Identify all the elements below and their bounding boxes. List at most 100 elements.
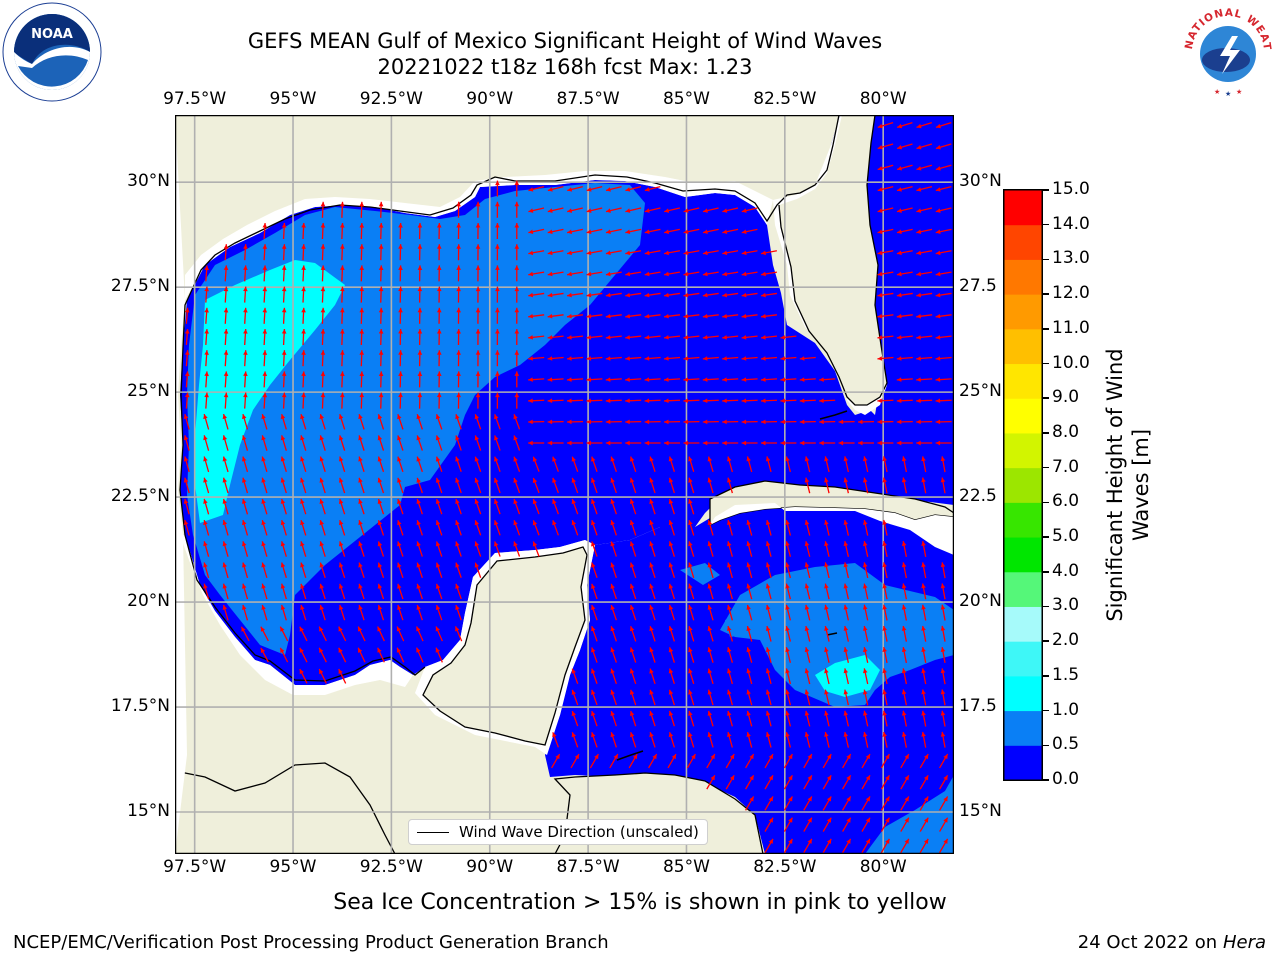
colorbar-tick-label: 15.0	[1052, 179, 1090, 199]
wave-arrow	[727, 604, 733, 621]
longitude-label-bottom: 82.5°W	[753, 857, 817, 877]
wave-arrow	[663, 398, 681, 404]
wave-arrow	[359, 201, 365, 218]
wave-arrow	[415, 647, 424, 663]
wave-arrow	[707, 562, 714, 579]
wave-arrow	[625, 440, 642, 446]
wave-arrow	[528, 419, 545, 425]
wave-arrow	[528, 356, 545, 361]
wave-arrow	[475, 328, 481, 346]
wave-arrow	[357, 626, 366, 642]
wave-arrow	[528, 313, 545, 319]
wave-arrow	[861, 838, 871, 854]
wave-arrow	[780, 335, 797, 340]
wave-arrow	[340, 222, 345, 240]
wave-arrow	[571, 668, 579, 684]
wave-arrow	[746, 562, 753, 579]
wave-arrow	[415, 626, 424, 642]
wave-arrow	[528, 271, 545, 277]
wave-arrow	[338, 498, 346, 515]
wave-arrow	[625, 398, 642, 404]
colorbar-tick-label: 0.0	[1052, 769, 1080, 789]
wave-arrow	[242, 562, 249, 579]
wave-arrow	[919, 753, 929, 769]
wave-arrow	[222, 541, 229, 557]
wave-arrow	[901, 668, 908, 685]
wave-arrow	[688, 541, 695, 557]
wave-arrow	[397, 456, 404, 472]
wave-arrow	[838, 419, 855, 425]
svg-text:★: ★	[1214, 88, 1220, 96]
mexico-gulf-coastline	[179, 346, 426, 682]
wave-arrow	[528, 186, 545, 192]
wave-arrow	[629, 541, 637, 557]
wave-arrow	[764, 774, 774, 790]
wave-arrow	[261, 519, 268, 536]
colorbar-tick-label: 2.0	[1052, 630, 1080, 651]
wave-arrow	[764, 838, 774, 854]
cuba-buffer	[710, 503, 954, 555]
wave-arrow	[688, 519, 695, 536]
wave-arrow	[921, 583, 927, 600]
wave-arrow	[338, 477, 346, 494]
wave-arrow	[454, 626, 463, 642]
wave-arrow	[648, 753, 658, 769]
wave-arrow	[495, 392, 500, 409]
wave-arrow	[340, 392, 345, 409]
wave-arrow	[877, 398, 894, 404]
wave-arrow	[262, 286, 268, 303]
wave-arrow	[183, 519, 190, 536]
wave-arrow	[610, 456, 617, 472]
mexico-coast-buffer	[175, 115, 187, 854]
wave-arrow	[625, 207, 642, 213]
svg-text:★: ★	[1225, 90, 1231, 98]
wave-arrow	[760, 398, 778, 404]
wave-arrow	[939, 753, 949, 769]
wave-arrow	[528, 398, 545, 404]
wave-arrow	[702, 250, 719, 256]
wave-arrow	[649, 668, 656, 685]
wave-arrow	[629, 668, 637, 685]
wave-arrow	[494, 414, 501, 430]
wave-arrow	[741, 419, 758, 425]
latitude-label-left: 22.5°N	[110, 486, 170, 507]
wave-arrow	[183, 456, 190, 473]
wave-arrow	[260, 626, 269, 642]
wave-arrow	[532, 456, 540, 472]
wave-arrow	[320, 222, 326, 240]
wave-arrow	[780, 356, 797, 361]
latitude-label-right: 25°N	[959, 381, 1002, 402]
longitude-label-top: 95°W	[269, 89, 317, 109]
wave-arrow	[896, 292, 913, 298]
wave-arrow	[610, 520, 617, 536]
wave-arrow	[896, 335, 913, 340]
wave-arrow	[455, 414, 462, 430]
wave-arrow	[605, 440, 622, 446]
wave-arrow	[896, 143, 913, 150]
wave-arrow	[513, 435, 521, 451]
wave-arrow	[901, 583, 908, 600]
wave-arrow	[804, 562, 811, 579]
wave-arrow	[901, 625, 908, 642]
colorbar-segment	[1004, 363, 1042, 399]
wave-arrow	[358, 435, 365, 451]
wave-arrow	[896, 164, 913, 171]
wave-arrow	[319, 435, 326, 451]
wave-arrow	[683, 356, 700, 361]
wave-arrow	[722, 292, 739, 298]
wave-arrow	[843, 519, 850, 536]
wave-arrow	[824, 625, 830, 642]
wave-arrow	[398, 286, 403, 303]
wave-arrow	[725, 774, 735, 790]
colorbar-tick-mark	[1043, 744, 1049, 747]
wave-arrow	[184, 371, 190, 388]
wave-arrow	[649, 710, 656, 727]
wave-arrow	[610, 626, 617, 642]
wave-arrow	[688, 456, 695, 473]
colorbar-segment	[1004, 224, 1042, 260]
wave-arrow	[741, 356, 758, 361]
wave-arrow	[880, 838, 890, 854]
wave-arrow	[843, 477, 850, 494]
wave-arrow	[746, 604, 753, 621]
wave-arrow	[722, 398, 739, 404]
